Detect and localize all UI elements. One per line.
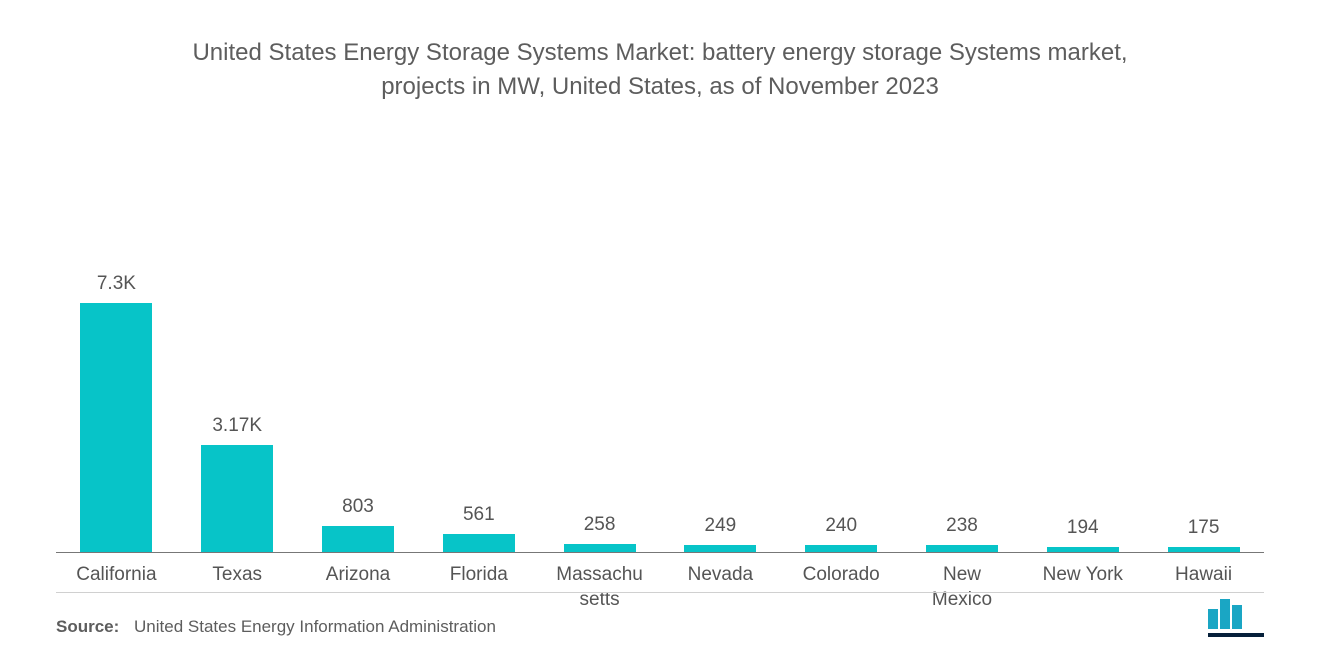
chart-title: United States Energy Storage Systems Mar…	[140, 36, 1180, 103]
bar-value-label: 238	[946, 515, 978, 537]
x-axis-baseline	[56, 552, 1264, 553]
bar-column: 175	[1143, 163, 1264, 553]
bar-column: 561	[418, 163, 539, 553]
bar-value-label: 7.3K	[97, 273, 136, 295]
chart-title-line1: United States Energy Storage Systems Mar…	[192, 39, 1127, 66]
source-line: Source: United States Energy Information…	[56, 617, 496, 637]
chart-footer: Source: United States Energy Information…	[56, 599, 1264, 637]
bar-column: 249	[660, 163, 781, 553]
source-label: Source:	[56, 617, 119, 636]
bar-column: 240	[781, 163, 902, 553]
plot-area: 7.3K 3.17K 803 561 258 249 240 238 194 175	[56, 163, 1264, 553]
footer-divider	[56, 592, 1264, 593]
bar-column: 258	[539, 163, 660, 553]
chart-title-line2: projects in MW, United States, as of Nov…	[381, 73, 939, 100]
bar-column: 194	[1022, 163, 1143, 553]
bar-value-label: 803	[342, 496, 374, 518]
bar-column: 3.17K	[177, 163, 298, 553]
bar-value-label: 249	[705, 515, 737, 537]
chart-container: United States Energy Storage Systems Mar…	[0, 0, 1320, 665]
bar	[443, 534, 515, 553]
brand-logo	[1208, 599, 1264, 637]
bar-column: 7.3K	[56, 163, 177, 553]
bars-group: 7.3K 3.17K 803 561 258 249 240 238 194 175	[56, 163, 1264, 553]
logo-underline-icon	[1208, 633, 1264, 637]
bar-value-label: 175	[1188, 517, 1220, 539]
bar-column: 238	[902, 163, 1023, 553]
logo-bars-icon	[1208, 599, 1264, 629]
bar	[80, 303, 152, 553]
bar-value-label: 194	[1067, 517, 1099, 539]
bar-value-label: 561	[463, 504, 495, 526]
bar-value-label: 258	[584, 514, 616, 536]
source-text: United States Energy Information Adminis…	[134, 617, 496, 636]
bar	[201, 445, 273, 554]
bar-value-label: 3.17K	[212, 415, 262, 437]
bar	[322, 526, 394, 554]
bar-column: 803	[298, 163, 419, 553]
bar-value-label: 240	[825, 515, 857, 537]
